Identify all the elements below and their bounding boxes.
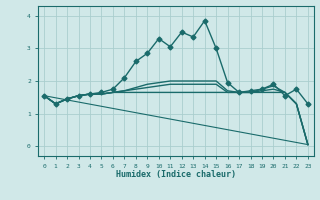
X-axis label: Humidex (Indice chaleur): Humidex (Indice chaleur) xyxy=(116,170,236,179)
